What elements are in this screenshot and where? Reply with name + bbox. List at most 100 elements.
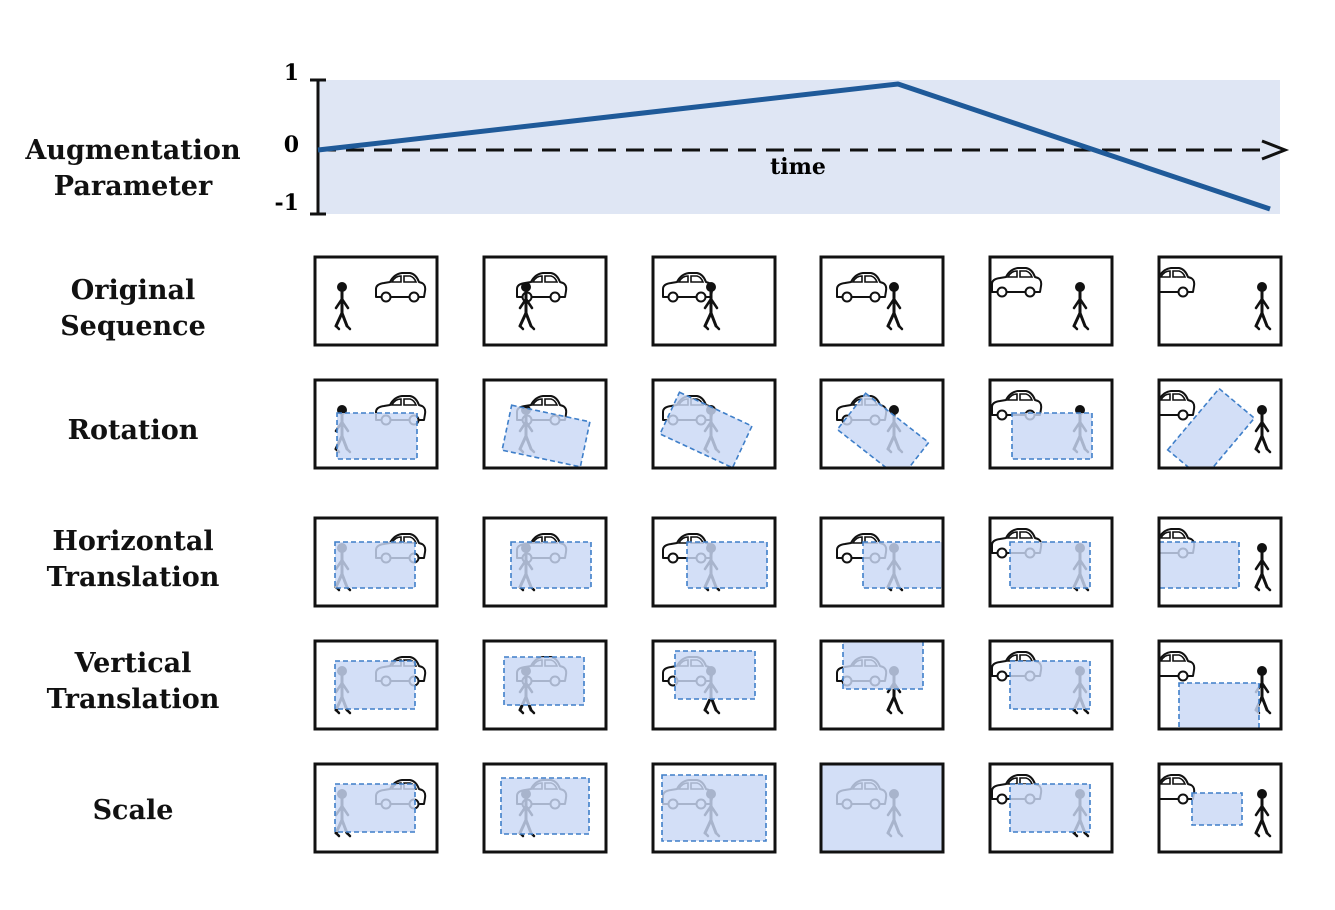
frame-content [501,395,591,468]
sequence-frame [819,378,945,470]
augmentation-box [1009,783,1091,833]
sequence-frame [1157,516,1283,608]
augmentation-box [334,541,416,589]
sequence-frame [313,639,439,731]
frame-content [334,656,427,715]
frame-background [990,257,1112,345]
frame-border [313,255,439,347]
frame-content [1159,774,1272,838]
sequence-frame [313,378,439,470]
frame-content [1159,387,1272,468]
frame-content [1159,528,1272,592]
frame-border [482,255,608,347]
augmentation-box [836,392,930,468]
augmentation-box [821,764,943,852]
frame-content [662,650,756,715]
augmentation-box [334,783,416,833]
frame-border [313,516,439,608]
augmentation-box [686,541,768,589]
row-label-line: Translation [46,684,220,715]
sequence-frame [988,639,1114,731]
sequence-frame [651,378,777,470]
sequence-frame [651,516,777,608]
frame-border [651,762,777,854]
parameter-plot: 1 0 -1 time [275,60,1290,216]
frame-border [819,255,945,347]
frame-border [819,639,945,731]
frame-border [1157,762,1283,854]
sequence-frame [482,378,608,470]
frame-border [988,516,1114,608]
frame-border [482,378,608,470]
frame-content [334,779,427,838]
frame-content [836,392,930,468]
augmentation-box [842,641,924,690]
y-tick-label-0: 0 [284,132,299,158]
row-label-line: Rotation [67,415,199,446]
sequence-frame [313,516,439,608]
sequence-frame [988,378,1114,470]
row-label-line: Horizontal [52,526,214,557]
row-label-line: Vertical [74,648,192,679]
sequence-frame [1157,378,1283,470]
frame-content [334,395,427,460]
row-label-line: Sequence [60,311,206,342]
frame-border [1157,255,1283,347]
augmentation-box [1166,387,1256,468]
sequence-frame [988,516,1114,608]
frame-border [1157,516,1283,608]
frame-content [500,777,590,838]
row-label-vertical-translation: Vertical Translation [3,646,263,718]
augmentation-box [1011,412,1093,460]
time-axis-arrowhead [1261,139,1290,161]
augmentation-box [1178,682,1260,729]
frame-content [991,390,1093,460]
augmentation-box [1009,541,1091,589]
frame-content [991,528,1091,592]
frame-content [334,533,427,592]
parameter-curve [317,81,1271,212]
sequence-frame [313,762,439,854]
sequence-frame [819,639,945,731]
frame-background [315,257,437,345]
frame-border [313,378,439,470]
row-label-line: Translation [46,562,220,593]
sequence-frame [819,516,945,608]
frame-border [988,255,1114,347]
frame-border [313,762,439,854]
augmentation-box [658,391,754,468]
sequence-frame [482,639,608,731]
frame-content [503,656,585,715]
frame-border [651,516,777,608]
sequence-frame [988,762,1114,854]
row-label-line: Parameter [53,171,213,202]
augmentation-box [1159,541,1240,589]
frame-content [661,774,767,842]
sequence-frame [819,762,945,854]
frame-content [836,641,924,715]
augmentation-box [503,656,585,706]
frame-border [482,639,608,731]
frame-content [991,774,1091,838]
augmentation-box [510,541,592,589]
row-label-original: Original Sequence [3,273,263,345]
row-label-rotation: Rotation [3,413,263,449]
row-label-line: Augmentation [25,135,241,166]
augmentation-box [501,404,591,468]
y-tick-label-1: 1 [284,60,299,86]
frame-border [651,378,777,470]
frame-content [1159,651,1272,729]
y-tick-label-neg1: -1 [275,190,299,216]
augmentation-box [1191,792,1243,826]
sequence-frame [313,255,439,347]
frame-border [313,639,439,731]
frame-content [658,391,754,468]
frame-content [836,533,943,592]
sequence-frame [819,255,945,347]
sequence-frame [651,762,777,854]
frame-border [988,378,1114,470]
augmentation-box [674,650,756,700]
sequence-frame [1157,255,1283,347]
augmentation-box [1009,660,1091,710]
frame-content [821,764,943,852]
